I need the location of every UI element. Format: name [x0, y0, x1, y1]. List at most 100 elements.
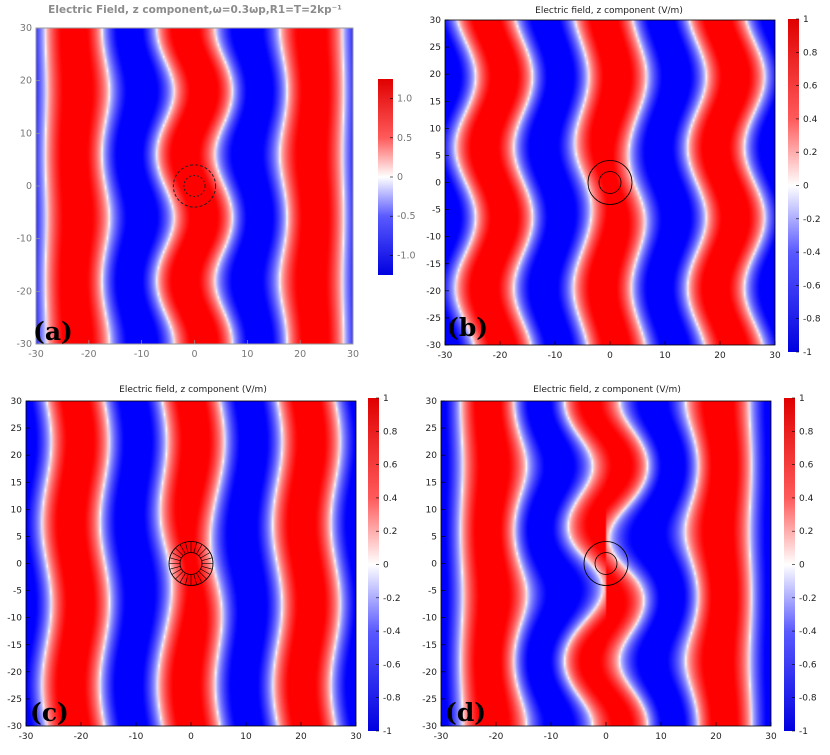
x-tick-label: 10: [240, 732, 252, 742]
cloak-a: [172, 164, 217, 208]
axes-d: -30 -20 -10 0 10 20 30 30 25 20 15 10 5 0 -5 -10 -15 -20 -…: [422, 397, 777, 742]
cloak-layer-line: [193, 574, 197, 585]
colorbar-tick-label: -0.8: [383, 694, 401, 704]
colorbar-ticks-c: 1 0.8 0.6 0.4 0.2 0 -0.2 -0.4 -0.6 -0.8 -1: [376, 394, 401, 737]
heatmap-c: [26, 401, 356, 726]
colorbar-tick-label: 0.8: [799, 427, 814, 437]
cloak-layer-line: [198, 547, 207, 556]
colorbar-ticks-b: 1 0.8 0.6 0.4 0.2 0 -0.2 -0.4 -0.6 -0.8 -1: [796, 15, 821, 358]
colorbar-tick-label: -1.0: [397, 250, 416, 261]
y-tick-label: -25: [7, 695, 22, 705]
colorbar-tick-label: -0.4: [803, 248, 821, 258]
y-tick-label: 15: [426, 478, 437, 488]
y-tick-label: -25: [426, 314, 441, 324]
x-tick-label: -30: [28, 349, 44, 360]
cloak-d: [583, 541, 629, 586]
cloak-outer-ring: [587, 160, 633, 205]
colorbar-tick-label: 0.8: [803, 48, 818, 58]
y-tick-label: 15: [430, 97, 441, 107]
x-tick-label: 0: [188, 732, 194, 742]
colorbar-tick-label: 0: [803, 182, 809, 192]
colorbar-tick-label: -0.4: [799, 627, 817, 637]
x-tick-label: -10: [129, 732, 144, 742]
colorbar-tick-label: 0.4: [803, 115, 818, 125]
heatmap-d: [441, 401, 771, 726]
cloak-inner-ring: [594, 552, 618, 575]
y-tick-label: 0: [26, 181, 32, 192]
colorbar-c: [368, 398, 379, 731]
colorbar-tick-label: -0.8: [803, 315, 821, 325]
y-tick-label: 20: [11, 451, 23, 461]
x-tick-label: 0: [607, 351, 613, 361]
colorbar-d: [784, 398, 795, 731]
colorbar-tick-label: 1.0: [397, 94, 412, 105]
axes-c: -30 -20 -10 0 10 20 30 30 25 20 15 10 5 0 -5 -10 -15 -20 -…: [7, 397, 362, 742]
x-tick-label: -20: [74, 732, 89, 742]
cloak-inner-ring: [598, 171, 622, 194]
colorbar-tick-label: -0.4: [383, 627, 401, 637]
y-tick-label: -10: [426, 233, 441, 243]
panel-a: Electric Field, z component,ω=0.3ωp,R1=T…: [16, 4, 415, 360]
colorbar-tick-label: 1: [383, 394, 389, 404]
colorbar-tick-label: 0.4: [383, 494, 398, 504]
y-tick-label: -30: [16, 339, 32, 350]
x-tick-label: -10: [134, 349, 150, 360]
panel-label-b: (b): [447, 313, 488, 342]
y-tick-label: 15: [11, 478, 22, 488]
colorbar-ticks-a: 1.0 0.5 0 -0.5 -1.0: [390, 94, 416, 261]
colorbar-tick-label: -0.5: [397, 211, 416, 222]
y-tick-label: 0: [435, 179, 441, 189]
x-tick-label: 10: [655, 732, 667, 742]
y-tick-label: -20: [422, 668, 437, 678]
y-tick-label: 10: [20, 128, 32, 139]
x-tick-label: -20: [81, 349, 97, 360]
cloak-layer-line: [196, 544, 203, 555]
x-tick-label: -30: [434, 732, 449, 742]
x-tick-label: 30: [769, 351, 781, 361]
colorbar-tick-label: -0.6: [803, 281, 821, 291]
cloak-layer-line: [179, 544, 186, 555]
y-tick-label: -30: [7, 722, 22, 732]
panel-d: Electric field, z component (V/m) -30 -20…: [422, 385, 817, 742]
y-tick-label: 5: [431, 532, 437, 542]
y-tick-label: -30: [422, 722, 437, 732]
y-tick-label: 5: [435, 151, 441, 161]
cloak-layer-line: [169, 557, 181, 561]
colorbar-tick-label: 1: [799, 394, 805, 404]
y-tick-label: 20: [430, 70, 442, 80]
colorbar-tick-label: 0: [397, 172, 403, 183]
x-tick-label: -20: [489, 732, 504, 742]
colorbar-tick-label: 0.2: [383, 527, 397, 537]
y-tick-label: 5: [16, 532, 22, 542]
x-tick-label: -10: [544, 732, 559, 742]
colorbar-tick-label: -0.8: [799, 694, 817, 704]
cloak-layer-line: [169, 566, 181, 570]
colorbar-tick-label: -0.6: [799, 660, 817, 670]
x-tick-label: 20: [714, 351, 726, 361]
cloak-layer-line: [193, 542, 197, 553]
cloak-layer-line: [175, 547, 184, 556]
y-tick-label: -25: [422, 695, 437, 705]
y-tick-label: 25: [426, 424, 437, 434]
x-tick-label: -10: [548, 351, 563, 361]
colorbar-tick-label: 0.5: [397, 133, 412, 144]
y-tick-label: 25: [11, 424, 22, 434]
colorbar-tick-label: 0.2: [803, 148, 817, 158]
y-tick-label: -15: [7, 641, 22, 651]
x-tick-label: -30: [438, 351, 453, 361]
x-tick-label: 30: [347, 349, 359, 360]
x-tick-label: -30: [19, 732, 34, 742]
cloak-layer-line: [185, 542, 189, 553]
y-tick-label: 10: [426, 505, 438, 515]
y-tick-label: 30: [426, 397, 438, 407]
colorbar-tick-label: 0.8: [383, 427, 398, 437]
y-tick-label: -15: [426, 260, 441, 270]
colorbar-a: [378, 79, 393, 275]
y-tick-label: -5: [428, 587, 437, 597]
cloak-layer-line: [185, 574, 189, 585]
y-tick-label: 10: [430, 124, 442, 134]
cloak-outer-ring: [583, 541, 629, 586]
heatmap-a: [36, 28, 353, 344]
colorbar-tick-label: 0.6: [803, 82, 818, 92]
colorbar-tick-label: -0.6: [383, 660, 401, 670]
